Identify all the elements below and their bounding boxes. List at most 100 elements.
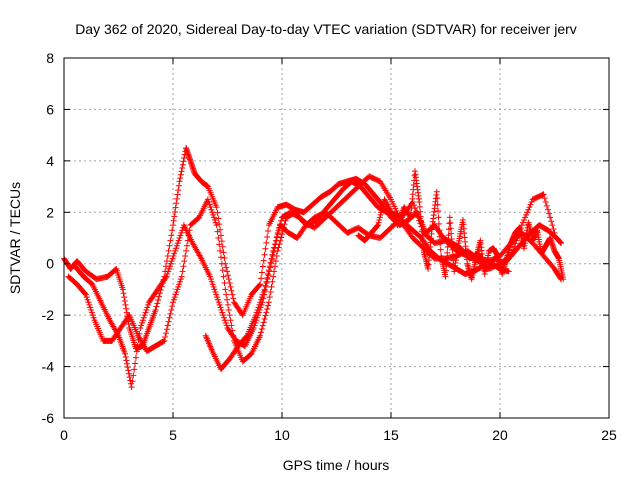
data-point <box>87 304 94 311</box>
data-point <box>263 239 270 246</box>
data-point <box>228 287 235 294</box>
data-point <box>226 312 233 319</box>
data-point <box>132 360 139 367</box>
data-point <box>208 206 215 213</box>
data-point <box>374 222 381 229</box>
data-point <box>224 272 231 279</box>
data-point <box>210 283 217 290</box>
data-point <box>220 249 227 256</box>
data-point <box>389 211 396 218</box>
data-point <box>258 269 265 276</box>
x-axis-label: GPS time / hours <box>283 457 390 473</box>
data-point <box>170 299 176 306</box>
data-point <box>539 191 546 198</box>
x-tick-label: 5 <box>169 427 177 443</box>
data-point <box>381 196 388 203</box>
data-point <box>266 294 273 301</box>
data-point <box>173 289 180 295</box>
data-point <box>141 312 148 319</box>
data-point <box>214 296 221 303</box>
data-point <box>163 273 170 280</box>
data-point <box>513 237 520 244</box>
data-point <box>125 370 132 377</box>
data-point <box>523 211 530 218</box>
data-point <box>177 175 184 182</box>
data-point <box>214 294 221 301</box>
data-point <box>168 232 175 239</box>
data-point <box>129 378 136 385</box>
data-point <box>226 280 233 286</box>
data-point <box>265 228 272 235</box>
data-point <box>143 307 150 313</box>
data-point <box>262 245 269 252</box>
data-point <box>130 372 137 379</box>
data-point <box>376 214 383 221</box>
data-point <box>171 294 178 301</box>
data-point <box>223 322 230 329</box>
data-point <box>542 199 549 205</box>
data-point <box>437 246 444 253</box>
data-point <box>434 201 441 208</box>
data-point <box>254 307 261 313</box>
data-point <box>443 261 450 268</box>
data-point <box>278 217 285 224</box>
data-point <box>262 312 269 319</box>
data-point <box>183 242 190 249</box>
data-point <box>385 204 392 211</box>
data-point <box>386 206 393 213</box>
data-point <box>125 367 132 374</box>
data-point <box>265 271 272 277</box>
plot-frame <box>63 57 610 419</box>
data-point <box>229 291 236 298</box>
data-point <box>213 222 220 229</box>
data-point <box>123 309 130 316</box>
data-point <box>225 307 232 313</box>
data-point <box>223 291 230 298</box>
data-point <box>214 209 221 216</box>
data-point <box>215 215 222 222</box>
data-point <box>174 286 181 293</box>
data-point <box>388 210 395 217</box>
data-point <box>446 220 453 227</box>
data-point <box>217 232 224 239</box>
data-point <box>82 291 89 298</box>
data-point <box>216 241 223 248</box>
data-point <box>173 195 180 202</box>
data-point <box>166 263 173 270</box>
data-point <box>131 366 138 373</box>
data-point <box>510 246 517 253</box>
data-point <box>212 219 219 226</box>
data-point <box>122 301 129 308</box>
data-point <box>265 302 272 309</box>
y-tick-label: 4 <box>46 153 54 169</box>
data-point <box>269 251 276 258</box>
y-tick-label: 2 <box>46 204 54 220</box>
data-point <box>171 209 178 216</box>
data-point <box>139 319 146 326</box>
data-point <box>544 206 551 213</box>
data-point <box>85 299 92 306</box>
data-point <box>153 303 160 310</box>
data-point <box>259 322 266 329</box>
y-tick-label: -4 <box>42 359 55 375</box>
data-point <box>519 219 526 226</box>
data-point <box>172 204 179 211</box>
data-point <box>267 259 274 266</box>
data-point <box>444 244 451 250</box>
y-tick-label: -2 <box>42 307 55 323</box>
data-point <box>382 197 389 204</box>
data-point <box>218 307 225 313</box>
data-point <box>258 275 265 282</box>
data-point <box>218 260 225 267</box>
data-point <box>253 309 260 316</box>
data-point <box>134 342 141 349</box>
data-point <box>448 236 455 243</box>
data-point <box>171 213 178 220</box>
data-point <box>217 247 224 254</box>
data-point <box>548 218 555 225</box>
data-point <box>180 263 187 270</box>
data-point <box>267 289 274 295</box>
data-point <box>168 307 175 313</box>
data-point <box>374 222 381 229</box>
x-tick-label: 25 <box>601 427 617 443</box>
